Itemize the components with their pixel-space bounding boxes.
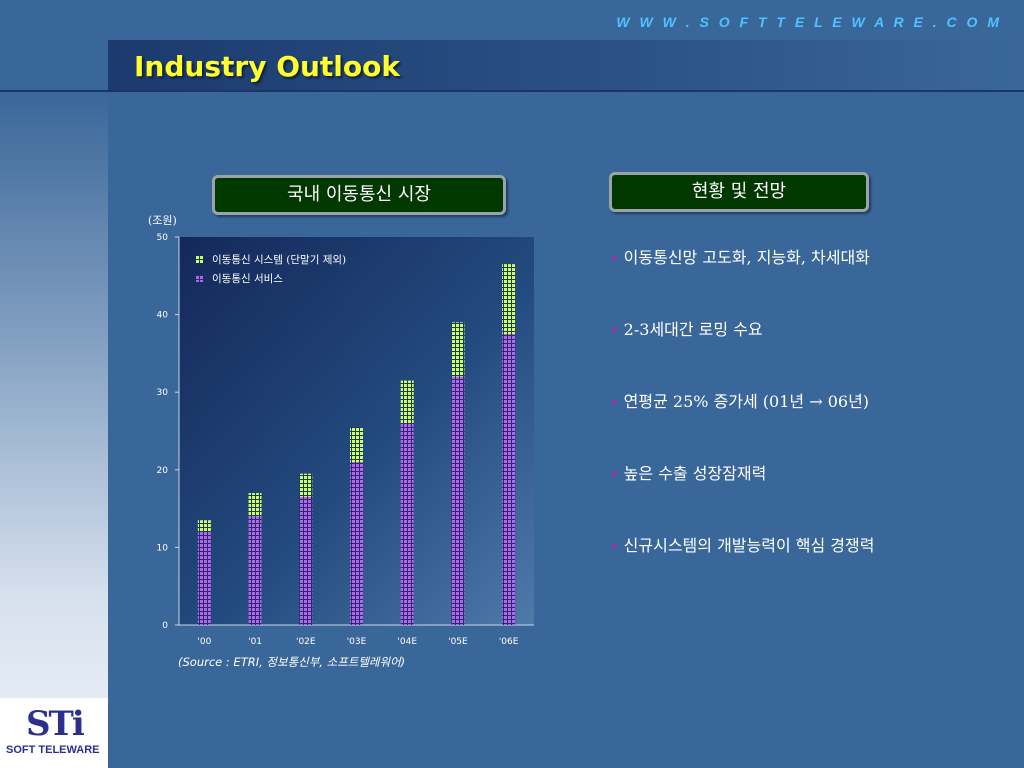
logo-mark: STi xyxy=(26,704,85,744)
list-item: • 2-3세대간 로밍 수요 xyxy=(610,316,874,388)
bullet-text: 2-3세대간 로밍 수요 xyxy=(623,320,763,339)
bar-service xyxy=(197,531,211,625)
title-rule xyxy=(0,90,1024,92)
source-note: (Source : ETRI, 정보통신부, 소프트텔레워어) xyxy=(178,655,406,669)
bar-service xyxy=(400,423,414,625)
y-tick-label: 10 xyxy=(157,543,169,553)
x-tick-label: '06E xyxy=(499,637,519,647)
x-tick-label: '03E xyxy=(347,637,367,647)
legend-label: 이동통신 시스템 (단말기 제외) xyxy=(212,254,346,266)
bullet-icon: • xyxy=(610,252,618,267)
y-tick-label: 30 xyxy=(157,388,169,398)
list-item: • 이동통신망 고도화, 지능화, 차세대화 xyxy=(610,244,874,316)
bullet-icon: • xyxy=(610,396,618,411)
outlook-panel-title: 현황 및 전망 xyxy=(609,172,869,212)
bar-service xyxy=(502,334,516,625)
bar-system xyxy=(451,322,465,377)
y-tick-label: 20 xyxy=(157,466,169,476)
bar-system xyxy=(350,427,363,463)
title-bar xyxy=(108,40,1024,92)
page-title: Industry Outlook xyxy=(134,50,400,83)
bullet-text: 높은 수출 성장잠재력 xyxy=(623,464,767,483)
bar-system xyxy=(400,380,414,424)
x-tick-label: '01 xyxy=(248,637,262,647)
bar-service xyxy=(299,496,313,625)
bar-service xyxy=(350,462,363,625)
website-url[interactable]: W W W . S O F T T E L E W A R E . C O M xyxy=(616,14,1002,30)
outlook-list: • 이동통신망 고도화, 지능화, 차세대화 • 2-3세대간 로밍 수요 • 연평균… xyxy=(610,244,874,604)
bar-system xyxy=(197,520,211,532)
x-tick-label: '00 xyxy=(197,637,211,647)
legend-swatch xyxy=(196,256,203,263)
y-unit-label: (조원) xyxy=(148,214,177,227)
bullet-icon: • xyxy=(610,468,618,483)
logo-text: SOFT TELEWARE xyxy=(6,744,100,756)
bullet-icon: • xyxy=(610,324,618,339)
list-item: • 연평균 25% 증가세 (01년 → 06년) xyxy=(610,388,874,460)
list-item: • 높은 수출 성장잠재력 xyxy=(610,460,874,532)
bullet-text: 연평균 25% 증가세 (01년 → 06년) xyxy=(623,392,870,411)
bullet-text: 신규시스템의 개발능력이 핵심 경쟁력 xyxy=(623,536,875,555)
list-item: • 신규시스템의 개발능력이 핵심 경쟁력 xyxy=(610,532,874,604)
bar-system xyxy=(502,264,516,334)
x-tick-label: '04E xyxy=(397,637,417,647)
left-strip xyxy=(0,92,108,768)
x-tick-label: '02E xyxy=(296,637,316,647)
bar-system xyxy=(299,473,313,497)
plot-area xyxy=(179,237,534,625)
bullet-icon: • xyxy=(610,540,618,555)
company-logo: STi SOFT TELEWARE xyxy=(0,698,108,768)
chart-panel-title: 국내 이동통신 시장 xyxy=(212,175,506,215)
legend-label: 이동통신 서비스 xyxy=(212,273,283,285)
bar-service xyxy=(451,376,465,625)
y-tick-label: 0 xyxy=(162,621,168,631)
legend-swatch xyxy=(196,275,203,282)
y-tick-label: 50 xyxy=(157,233,169,243)
bar-system xyxy=(248,493,262,517)
bullet-text: 이동통신망 고도화, 지능화, 차세대화 xyxy=(623,248,870,267)
y-tick-label: 40 xyxy=(157,311,169,321)
x-tick-label: '05E xyxy=(448,637,468,647)
bar-service xyxy=(248,516,262,625)
